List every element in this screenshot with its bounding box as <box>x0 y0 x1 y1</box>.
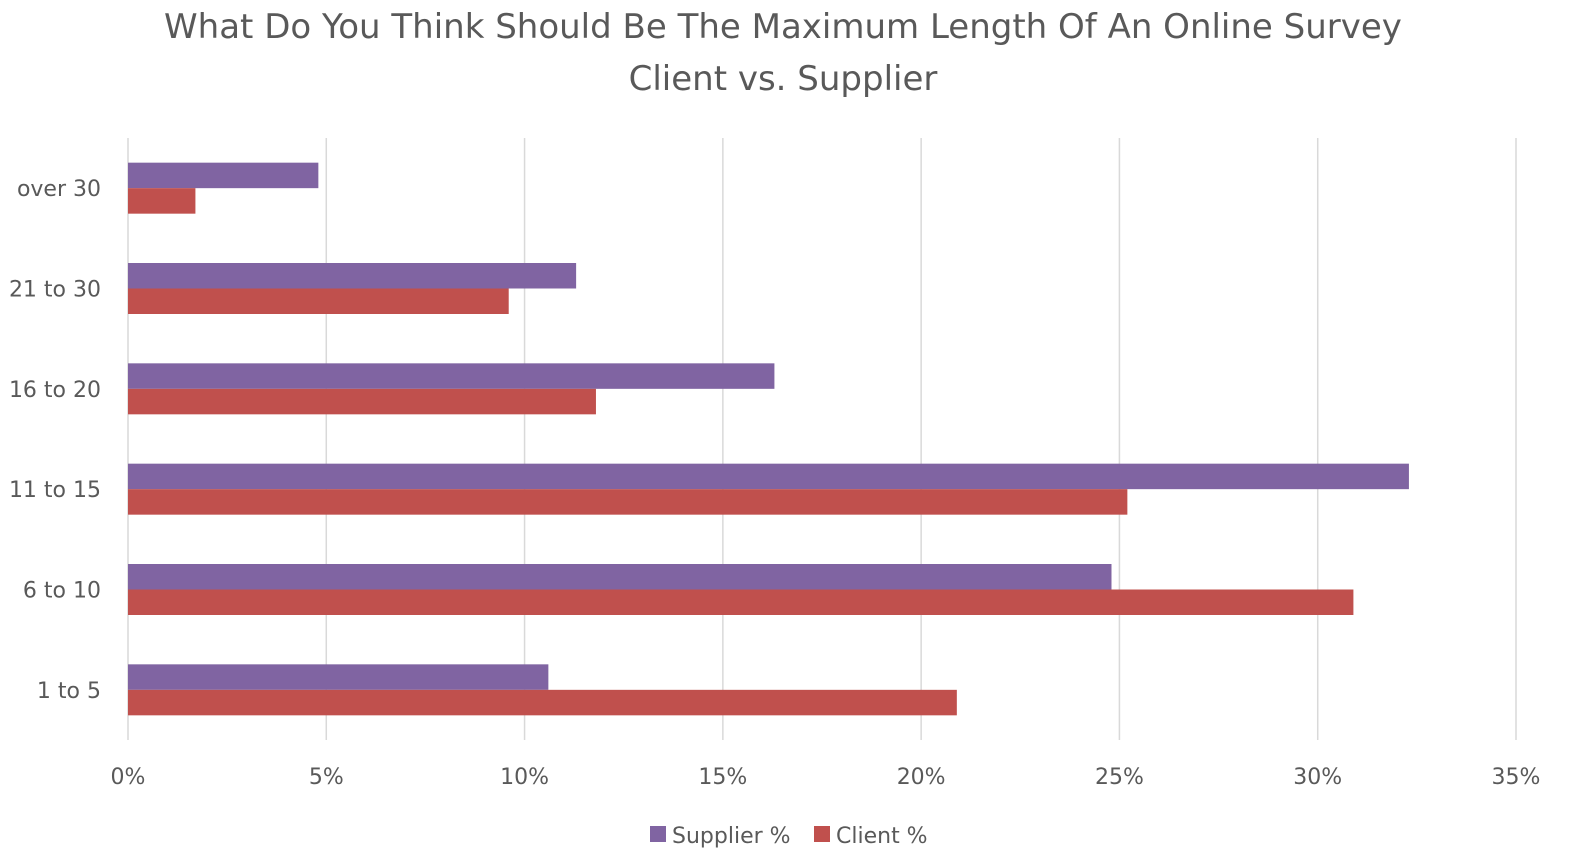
bar-supplier-21-to-30 <box>128 263 577 289</box>
x-tick-label: 0% <box>111 765 146 790</box>
x-tick-label: 15% <box>698 765 747 790</box>
x-tick-label: 20% <box>897 765 946 790</box>
legend-item: Client % <box>814 824 928 849</box>
legend-label: Client % <box>836 824 928 849</box>
x-axis-tick-labels: 0% 5% 10% 15% 20% 25% 30% 35% <box>111 765 1541 790</box>
category-label: 6 to 10 <box>23 579 101 604</box>
bar-supplier-1-to-5 <box>128 664 549 690</box>
x-tick-label: 5% <box>309 765 344 790</box>
legend-item: Supplier % <box>650 824 791 849</box>
legend: Supplier % Client % <box>650 824 928 849</box>
category-label: 16 to 20 <box>9 378 101 403</box>
legend-swatch <box>650 826 666 842</box>
x-tick-label: 30% <box>1293 765 1342 790</box>
category-label: over 30 <box>17 177 101 202</box>
chart-subtitle: Client vs. Supplier <box>629 59 938 99</box>
bar-client-over-30 <box>128 188 196 214</box>
chart-title: What Do You Think Should Be The Maximum … <box>164 7 1402 99</box>
legend-swatch <box>814 826 830 842</box>
x-tick-label: 25% <box>1095 765 1144 790</box>
legend-label: Supplier % <box>672 824 791 849</box>
bar-supplier-11-to-15 <box>128 463 1409 490</box>
bar-client-11-to-15 <box>128 489 1128 515</box>
bar-client-6-to-10 <box>128 589 1354 615</box>
bar-supplier-16-to-20 <box>128 363 775 389</box>
bar-client-16-to-20 <box>128 388 596 415</box>
gridlines <box>127 138 1517 740</box>
x-tick-label: 35% <box>1492 765 1541 790</box>
bar-client-21-to-30 <box>128 288 509 314</box>
category-labels: 1 to 5 6 to 10 11 to 15 16 to 20 21 to 30 ove… <box>9 177 101 704</box>
x-tick-label: 10% <box>500 765 549 790</box>
bar-client-1-to-5 <box>128 689 957 716</box>
category-label: 11 to 15 <box>9 478 101 503</box>
bars <box>128 162 1409 716</box>
category-label: 1 to 5 <box>37 679 101 704</box>
chart-title-line-1: What Do You Think Should Be The Maximum … <box>164 7 1402 47</box>
category-label: 21 to 30 <box>9 278 101 303</box>
bar-supplier-over-30 <box>128 162 319 189</box>
bar-supplier-6-to-10 <box>128 564 1112 590</box>
